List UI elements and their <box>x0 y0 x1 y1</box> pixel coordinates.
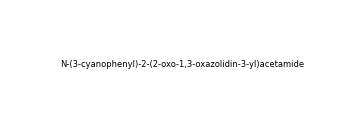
Text: N-(3-cyanophenyl)-2-(2-oxo-1,3-oxazolidin-3-yl)acetamide: N-(3-cyanophenyl)-2-(2-oxo-1,3-oxazolidi… <box>61 60 304 69</box>
